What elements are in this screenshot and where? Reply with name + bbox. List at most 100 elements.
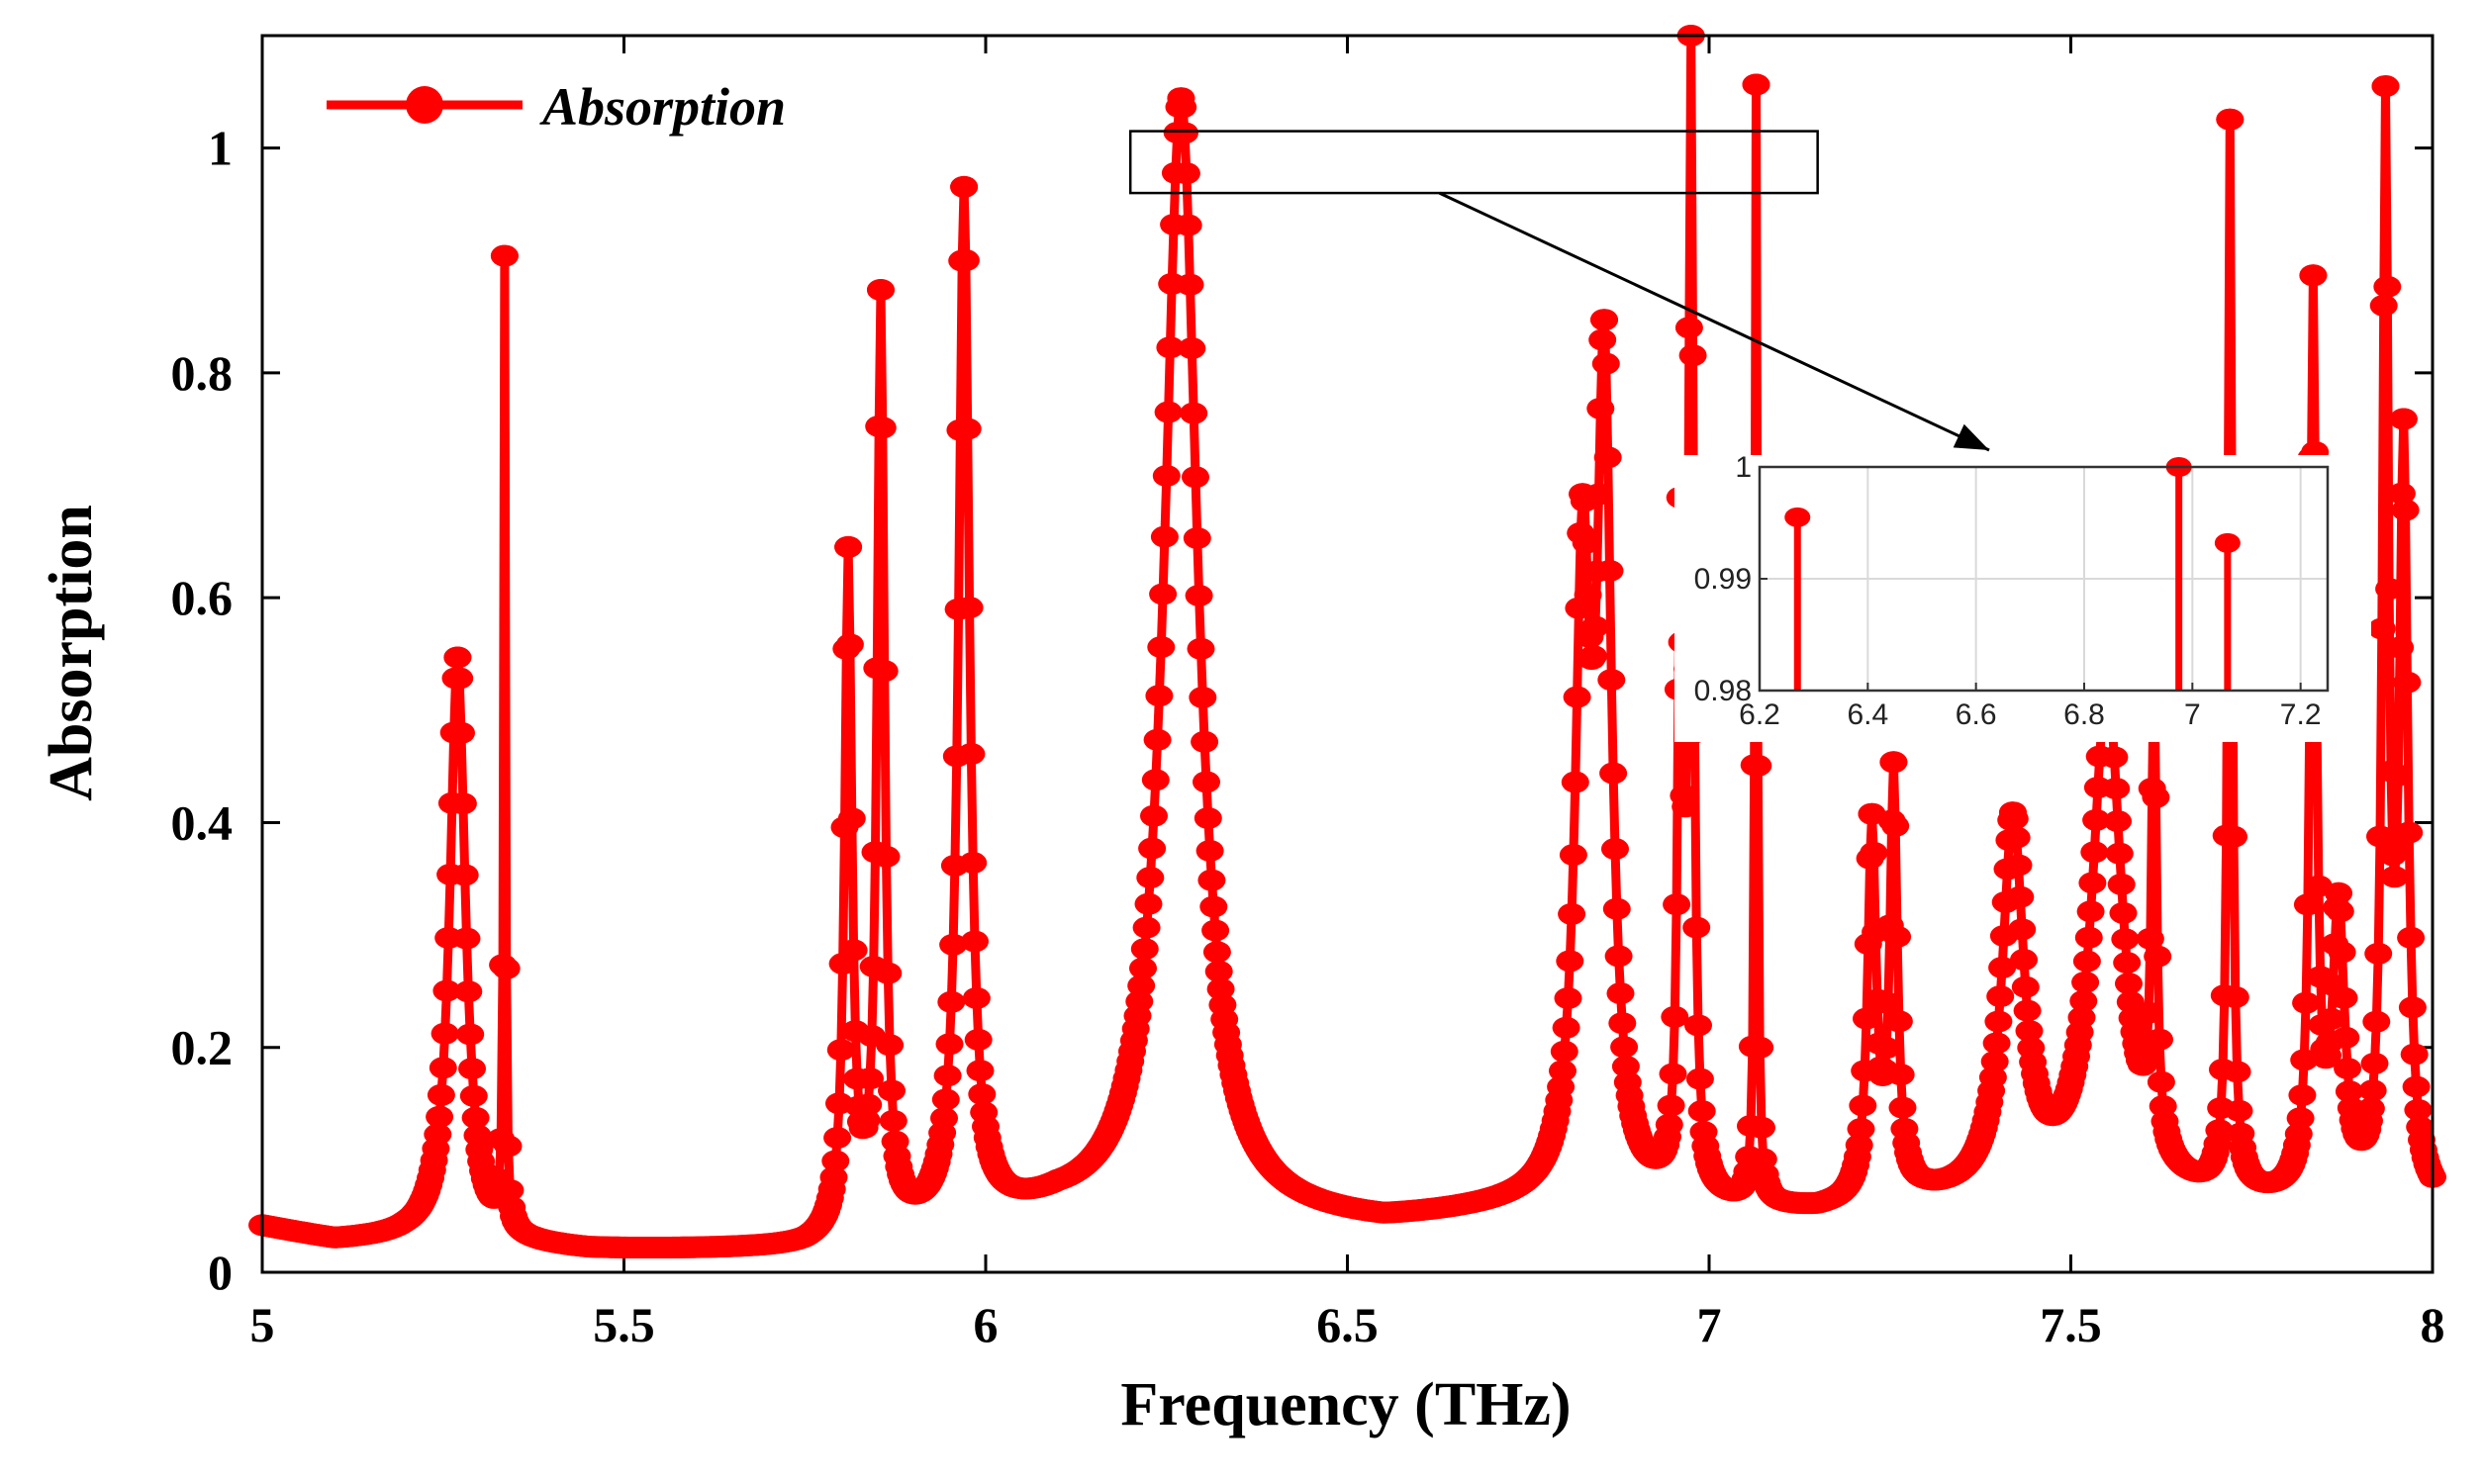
inset-stem-marker (2214, 532, 2241, 553)
y-tick-label: 0.2 (171, 1020, 234, 1075)
data-point (2286, 1107, 2315, 1130)
data-point (1140, 804, 1168, 827)
data-point (1872, 1037, 1901, 1060)
data-point (2147, 1070, 2175, 1093)
data-point (2216, 108, 2245, 131)
data-point (2317, 1008, 2345, 1030)
data-point (2146, 1028, 2173, 1051)
data-point (1572, 531, 1600, 554)
data-point (939, 933, 968, 956)
data-point (2102, 778, 2131, 800)
data-point (2391, 499, 2420, 521)
data-point (821, 1150, 850, 1172)
data-point (2144, 945, 2172, 968)
inset-x-tick-label: 6.4 (1847, 698, 1888, 731)
main-axes: 5 5.5 6 6.5 7 7.5 8 0 0.2 0.4 0.6 0.8 1 (171, 36, 2445, 1352)
data-point (1199, 895, 1228, 918)
plot-frame (260, 34, 2435, 1274)
data-point (2080, 841, 2109, 864)
data-point (1682, 916, 1711, 939)
data-point (1194, 807, 1222, 829)
x-tick-label: 8 (2421, 1297, 2445, 1352)
data-point (931, 1088, 960, 1111)
data-point (930, 1107, 958, 1130)
data-point (1134, 892, 1163, 915)
data-point (966, 1060, 995, 1082)
data-point (2404, 1098, 2433, 1121)
data-point (2334, 1058, 2362, 1079)
data-point (964, 1028, 993, 1051)
data-point (2104, 810, 2132, 833)
x-tick-label: 5 (250, 1297, 275, 1352)
data-point (1860, 841, 1888, 864)
data-point (961, 930, 989, 953)
data-point (872, 845, 901, 868)
data-point (2380, 866, 2409, 888)
data-point (1601, 838, 1629, 861)
data-point (2109, 901, 2138, 924)
data-point (1888, 1096, 1917, 1119)
data-point (1744, 754, 1772, 777)
data-point (2328, 941, 2356, 964)
data-point (1556, 950, 1584, 973)
data-point (2223, 1061, 2251, 1083)
zoom-arrow-head (1953, 423, 1989, 450)
data-point (2367, 617, 2396, 640)
data-point (1174, 214, 1202, 236)
data-point (878, 1079, 906, 1102)
absorption-series (248, 25, 2446, 1258)
data-point (1193, 771, 1220, 793)
data-point (1873, 992, 1902, 1014)
data-point (1879, 751, 1908, 774)
data-point (968, 1083, 997, 1105)
data-point (2400, 1043, 2429, 1066)
data-point (490, 244, 519, 267)
data-point (868, 417, 897, 439)
data-point (2386, 636, 2415, 659)
data-point (2364, 942, 2393, 965)
absorption-markers (248, 25, 2446, 1258)
data-point (2366, 825, 2394, 848)
data-point (1678, 344, 1707, 367)
data-point (1884, 1010, 1913, 1033)
data-point (1180, 402, 1208, 424)
data-point (2292, 991, 2321, 1014)
data-point (1611, 1055, 1640, 1077)
data-point (1154, 401, 1183, 423)
data-point (1561, 771, 1589, 793)
data-point (1178, 337, 1206, 360)
data-point (1657, 1094, 1685, 1117)
data-point (1129, 957, 1157, 979)
data-point (2371, 75, 2400, 98)
data-point (2225, 1099, 2253, 1122)
data-point (1980, 1051, 2009, 1072)
data-point (2011, 975, 2040, 998)
data-point (461, 1106, 490, 1129)
y-tick-label: 0.4 (171, 794, 234, 850)
data-point (432, 979, 461, 1002)
data-point (1853, 1007, 1880, 1030)
data-point (1149, 583, 1178, 605)
data-point (2069, 989, 2098, 1012)
data-point (2136, 927, 2164, 950)
data-point (2071, 971, 2100, 993)
data-point (950, 175, 979, 198)
data-point (1147, 636, 1176, 659)
data-point (1206, 977, 1235, 1000)
data-point (1132, 916, 1161, 939)
data-point (1550, 1040, 1578, 1063)
data-point (2105, 842, 2134, 865)
data-point (1982, 1032, 2011, 1055)
data-point (955, 597, 984, 619)
data-point (1185, 585, 1213, 606)
data-point (874, 962, 903, 984)
data-point (1138, 837, 1167, 860)
data-point (2375, 578, 2404, 601)
data-point (1988, 957, 2017, 979)
data-point (424, 1123, 452, 1146)
data-point (456, 1023, 485, 1046)
legend-marker (406, 86, 443, 124)
data-point (819, 1166, 848, 1188)
data-point (957, 743, 986, 766)
